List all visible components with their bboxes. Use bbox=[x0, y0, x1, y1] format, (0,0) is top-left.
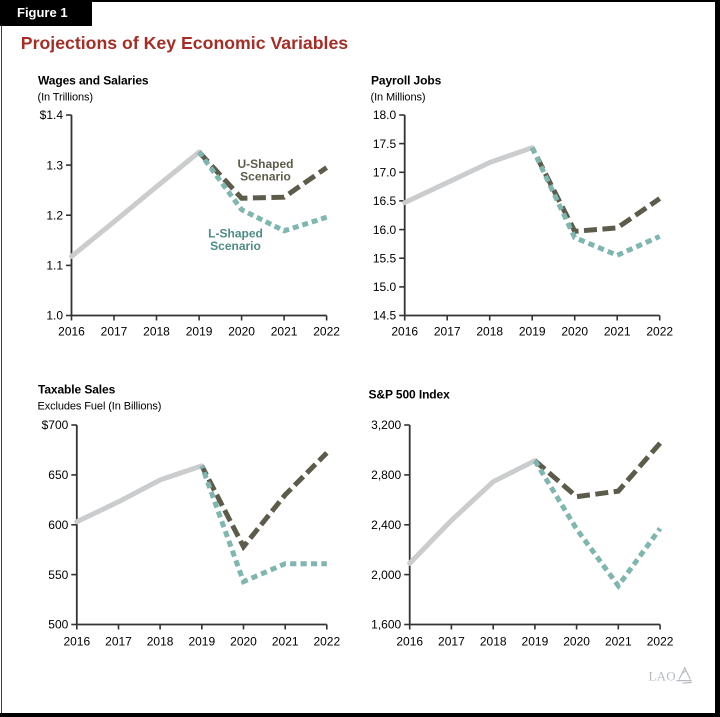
svg-text:Excludes Fuel (In Billions): Excludes Fuel (In Billions) bbox=[38, 400, 162, 412]
svg-text:2022: 2022 bbox=[313, 325, 340, 339]
svg-text:LAO: LAO bbox=[649, 669, 676, 684]
svg-text:2016: 2016 bbox=[396, 635, 423, 649]
svg-text:2020: 2020 bbox=[228, 325, 255, 339]
svg-text:15.5: 15.5 bbox=[373, 251, 397, 265]
svg-text:2021: 2021 bbox=[604, 325, 631, 339]
svg-text:16.5: 16.5 bbox=[373, 194, 397, 208]
svg-text:18.0: 18.0 bbox=[373, 108, 397, 122]
svg-text:Payroll Jobs: Payroll Jobs bbox=[371, 74, 442, 88]
svg-text:1.0: 1.0 bbox=[46, 309, 63, 323]
svg-text:500: 500 bbox=[48, 618, 68, 632]
svg-text:2018: 2018 bbox=[476, 325, 503, 339]
svg-text:2,000: 2,000 bbox=[371, 568, 401, 582]
svg-text:14.5: 14.5 bbox=[373, 309, 397, 323]
svg-text:2016: 2016 bbox=[63, 635, 90, 649]
svg-text:2020: 2020 bbox=[561, 325, 588, 339]
svg-text:2020: 2020 bbox=[230, 635, 257, 649]
svg-text:2019: 2019 bbox=[522, 635, 549, 649]
svg-text:2019: 2019 bbox=[519, 325, 546, 339]
svg-text:2018: 2018 bbox=[143, 325, 170, 339]
svg-text:2022: 2022 bbox=[313, 635, 340, 649]
svg-text:2018: 2018 bbox=[147, 635, 174, 649]
svg-text:1.2: 1.2 bbox=[46, 208, 63, 222]
svg-text:(In Millions): (In Millions) bbox=[371, 91, 426, 103]
svg-text:U-Shaped: U-Shaped bbox=[237, 157, 293, 171]
svg-text:S&P 500 Index: S&P 500 Index bbox=[369, 388, 451, 402]
svg-text:2,800: 2,800 bbox=[371, 468, 401, 482]
svg-text:550: 550 bbox=[48, 568, 68, 582]
svg-text:1.3: 1.3 bbox=[46, 158, 63, 172]
svg-text:600: 600 bbox=[48, 518, 68, 532]
svg-text:2017: 2017 bbox=[105, 635, 132, 649]
svg-text:17.5: 17.5 bbox=[373, 137, 397, 151]
svg-text:2021: 2021 bbox=[271, 325, 298, 339]
svg-text:3,200: 3,200 bbox=[371, 418, 401, 432]
svg-text:2017: 2017 bbox=[101, 325, 128, 339]
svg-text:16.0: 16.0 bbox=[373, 223, 397, 237]
svg-text:2021: 2021 bbox=[605, 635, 632, 649]
svg-text:2017: 2017 bbox=[434, 325, 461, 339]
svg-text:17.0: 17.0 bbox=[373, 166, 397, 180]
svg-text:L-Shaped: L-Shaped bbox=[208, 227, 263, 241]
svg-text:Taxable Sales: Taxable Sales bbox=[38, 383, 116, 397]
svg-text:1,600: 1,600 bbox=[371, 618, 401, 632]
svg-text:2,400: 2,400 bbox=[371, 518, 401, 532]
svg-text:2016: 2016 bbox=[58, 325, 85, 339]
svg-text:Scenario: Scenario bbox=[210, 239, 261, 253]
svg-text:2022: 2022 bbox=[647, 635, 674, 649]
svg-text:15.0: 15.0 bbox=[373, 280, 397, 294]
svg-text:2018: 2018 bbox=[480, 635, 507, 649]
svg-text:Scenario: Scenario bbox=[240, 170, 291, 184]
svg-text:650: 650 bbox=[48, 468, 68, 482]
svg-text:$1.4: $1.4 bbox=[40, 108, 64, 122]
svg-text:2017: 2017 bbox=[438, 635, 465, 649]
svg-text:2016: 2016 bbox=[391, 325, 418, 339]
svg-text:$700: $700 bbox=[42, 418, 69, 432]
svg-text:2019: 2019 bbox=[188, 635, 215, 649]
svg-text:1.1: 1.1 bbox=[46, 259, 63, 273]
svg-text:2019: 2019 bbox=[186, 325, 213, 339]
svg-text:(In Trillions): (In Trillions) bbox=[38, 91, 93, 103]
svg-text:2022: 2022 bbox=[646, 325, 673, 339]
svg-text:2021: 2021 bbox=[272, 635, 299, 649]
svg-text:2020: 2020 bbox=[563, 635, 590, 649]
svg-text:Wages and Salaries: Wages and Salaries bbox=[38, 74, 149, 88]
